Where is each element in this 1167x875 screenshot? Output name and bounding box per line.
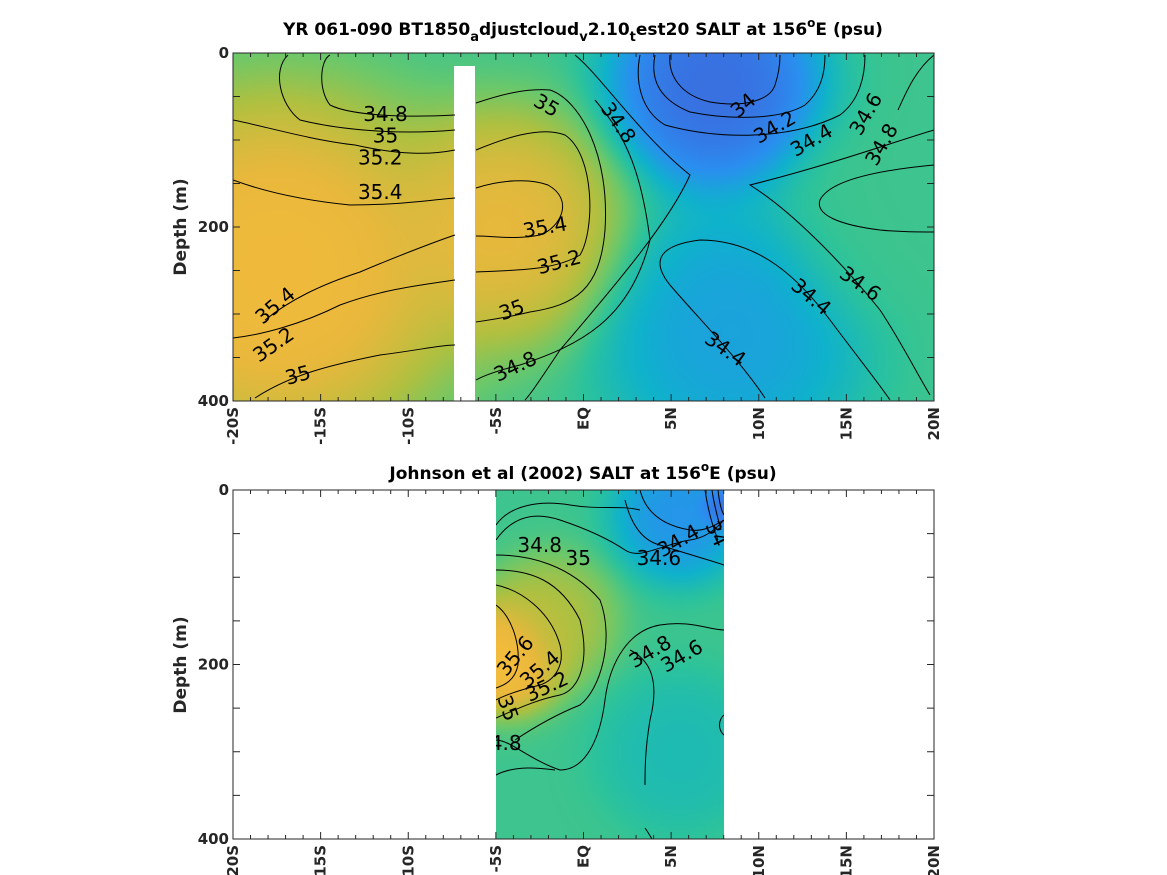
bottom-y-tick-labels: 0 200 400 <box>198 481 229 848</box>
contour-35.2-mid <box>475 131 591 273</box>
x-tick-label: -5S <box>487 845 505 872</box>
x-tick-label: 10N <box>750 407 768 440</box>
contour-35.4-mid <box>475 180 564 238</box>
contour-35-upper <box>279 54 456 133</box>
x-tick-label: -10S <box>399 407 417 445</box>
x-tick-label: -15S <box>312 845 330 875</box>
obs-contour-34-b <box>711 490 722 531</box>
obs-contour-35-top <box>496 515 724 554</box>
obs-contour-35-mid <box>496 554 607 741</box>
obs-contour-34.8-low <box>496 767 556 776</box>
top-ticks <box>232 52 935 402</box>
contour-label: 34.8 <box>363 102 408 126</box>
contour-35.4-lower <box>264 234 456 321</box>
contour-label: 34.8 <box>477 731 522 755</box>
contour-label: 35.4 <box>358 180 403 204</box>
contour-34.8-far-right <box>897 54 934 111</box>
contour-34.4-lower <box>659 239 891 401</box>
y-tick-label: 400 <box>198 830 229 848</box>
x-tick-label: -10S <box>399 845 417 875</box>
contour-34.8-upper <box>321 54 456 117</box>
obs-contour-34.6 <box>624 499 724 566</box>
contour-34.6-left <box>524 54 691 401</box>
x-tick-label: 10N <box>750 845 768 875</box>
contour-34.6-far-right <box>818 164 934 233</box>
top-x-tick-labels: -20S -15S -10S -5S EQ 5N 10N 15N 20N <box>224 407 943 445</box>
obs-contour-34.8-top <box>496 502 641 526</box>
contour-label: 35.2 <box>358 145 403 169</box>
y-tick-label: 200 <box>198 656 229 674</box>
x-tick-label: EQ <box>575 407 593 430</box>
x-tick-label: 15N <box>837 845 855 875</box>
contour-label: 34.6 <box>637 546 682 570</box>
bottom-chart-title: Johnson et al (2002) SALT at 156oE (psu) <box>388 460 776 484</box>
contour-34 <box>669 54 781 105</box>
top-y-tick-labels: 0 200 400 <box>198 44 229 410</box>
top-salinity-field <box>233 53 934 401</box>
contour-label: 34.8 <box>517 533 562 557</box>
contour-35-mid <box>475 89 607 323</box>
y-tick-label: 400 <box>198 392 229 410</box>
contour-label: 35 <box>566 546 591 570</box>
obs-contour-34.4 <box>639 490 724 531</box>
contour-35-lower <box>254 344 456 399</box>
obs-contour-35.2 <box>496 569 585 719</box>
x-tick-label: 20N <box>925 407 943 440</box>
bottom-contour-lines <box>496 490 724 839</box>
obs-contour-edge <box>719 714 724 736</box>
top-chart-title: YR 061-090 BT1850adjustcloudv2.10test20 … <box>282 16 883 45</box>
top-y-axis-label: Depth (m) <box>171 178 191 275</box>
contour-35.2-upper <box>233 119 456 154</box>
obs-contour-35.4 <box>496 584 562 701</box>
y-tick-label: 200 <box>198 218 229 236</box>
bottom-x-tick-labels: -20S -15S -10S -5S EQ 5N 10N 15N 20N <box>224 845 943 875</box>
contour-35.4-upper <box>233 179 456 206</box>
x-tick-label: EQ <box>575 845 593 868</box>
obs-contour-35.6 <box>496 604 519 689</box>
x-tick-label: -20S <box>224 845 242 875</box>
contour-34.8-mid <box>475 99 651 381</box>
x-tick-label: -20S <box>224 407 242 445</box>
contour-label: 35 <box>373 124 398 148</box>
x-tick-label: -15S <box>312 407 330 445</box>
contour-34.6-right <box>748 129 934 396</box>
bottom-salinity-field <box>496 490 724 839</box>
top-missing-column <box>454 66 475 401</box>
obs-contour-34.6-lower <box>629 649 655 786</box>
top-contour-lines <box>233 54 934 401</box>
obs-contour-bottom <box>644 827 653 839</box>
x-tick-label: 5N <box>662 407 680 430</box>
top-panel: YR 061-090 BT1850adjustcloudv2.10test20 … <box>171 16 943 445</box>
y-tick-label: 0 <box>219 44 229 62</box>
bottom-panel: Johnson et al (2002) SALT at 156oE (psu) <box>171 460 943 875</box>
y-tick-label: 0 <box>219 481 229 499</box>
contour-34.4-upper <box>637 54 866 136</box>
bottom-ticks <box>232 489 935 840</box>
x-tick-label: -5S <box>487 407 505 434</box>
bottom-y-axis-label: Depth (m) <box>171 616 191 713</box>
x-tick-label: 15N <box>837 407 855 440</box>
obs-contour-34.8-mid <box>496 623 724 771</box>
obs-contour-34-c <box>717 490 724 516</box>
contour-34.2 <box>653 54 826 118</box>
x-tick-label: 20N <box>925 845 943 875</box>
bottom-field-layer: 34.835 34.434.63434.834.635.635.435.23534… <box>477 490 724 839</box>
top-field-layer: 34.83535.235.435.435.23535.435.23534.835… <box>233 53 934 401</box>
contour-35.2-lower <box>233 279 456 339</box>
obs-contour-34-a <box>704 490 719 541</box>
x-tick-label: 5N <box>662 845 680 868</box>
